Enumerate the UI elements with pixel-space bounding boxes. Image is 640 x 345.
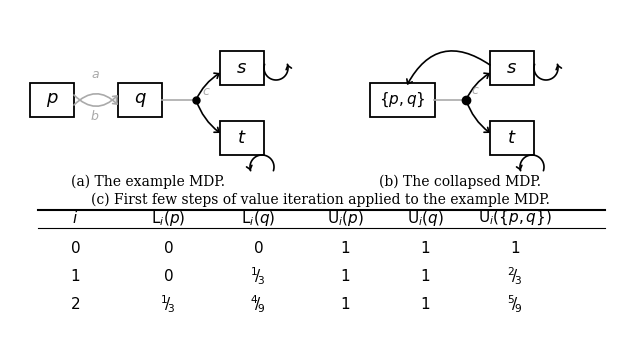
Text: $^2\!/\!_3$: $^2\!/\!_3$ (507, 265, 523, 287)
Text: $1$: $1$ (340, 240, 350, 256)
Text: $^5\!/\!_9$: $^5\!/\!_9$ (507, 293, 523, 315)
Text: $\mathsf{L}_i(p)$: $\mathsf{L}_i(p)$ (151, 208, 185, 227)
Text: $i$: $i$ (72, 210, 78, 226)
Text: $s$: $s$ (506, 59, 518, 77)
Bar (490, 51, 534, 85)
Text: $b$: $b$ (90, 109, 100, 123)
Text: $t$: $t$ (237, 129, 247, 147)
Text: $c$: $c$ (202, 85, 211, 98)
Text: (a) The example MDP.: (a) The example MDP. (71, 175, 225, 189)
Text: $\mathsf{U}_i(p)$: $\mathsf{U}_i(p)$ (326, 208, 364, 227)
Text: $0$: $0$ (70, 240, 80, 256)
Text: $1$: $1$ (70, 268, 80, 284)
Text: (b) The collapsed MDP.: (b) The collapsed MDP. (379, 175, 541, 189)
Text: $2$: $2$ (70, 296, 80, 312)
Text: $^1\!/\!_3$: $^1\!/\!_3$ (250, 265, 266, 287)
Text: $^1\!/\!_3$: $^1\!/\!_3$ (160, 293, 176, 315)
Text: $1$: $1$ (420, 296, 430, 312)
Text: $0$: $0$ (253, 240, 263, 256)
Text: $s$: $s$ (237, 59, 248, 77)
Text: $\{p,q\}$: $\{p,q\}$ (379, 91, 426, 109)
Text: $\mathsf{U}_i(\{p,q\})$: $\mathsf{U}_i(\{p,q\})$ (478, 209, 552, 227)
Text: $1$: $1$ (420, 268, 430, 284)
Text: $0$: $0$ (163, 268, 173, 284)
Bar (490, 121, 534, 155)
Text: $p$: $p$ (45, 91, 58, 109)
Text: $\mathsf{L}_i(q)$: $\mathsf{L}_i(q)$ (241, 208, 275, 227)
Text: $1$: $1$ (510, 240, 520, 256)
Text: $0$: $0$ (163, 240, 173, 256)
Text: $^4\!/\!_9$: $^4\!/\!_9$ (250, 293, 266, 315)
Bar (30, 83, 74, 117)
Text: $a$: $a$ (91, 68, 99, 81)
Bar (369, 83, 435, 117)
Bar (220, 121, 264, 155)
Text: $\mathsf{U}_i(q)$: $\mathsf{U}_i(q)$ (406, 208, 444, 227)
Bar (118, 83, 162, 117)
Text: $1$: $1$ (420, 240, 430, 256)
Text: $1$: $1$ (340, 296, 350, 312)
Text: $1$: $1$ (340, 268, 350, 284)
Text: $c$: $c$ (471, 84, 480, 97)
Text: $q$: $q$ (134, 91, 147, 109)
Bar (220, 51, 264, 85)
Text: $t$: $t$ (507, 129, 517, 147)
Text: (c) First few steps of value iteration applied to the example MDP.: (c) First few steps of value iteration a… (91, 193, 549, 207)
